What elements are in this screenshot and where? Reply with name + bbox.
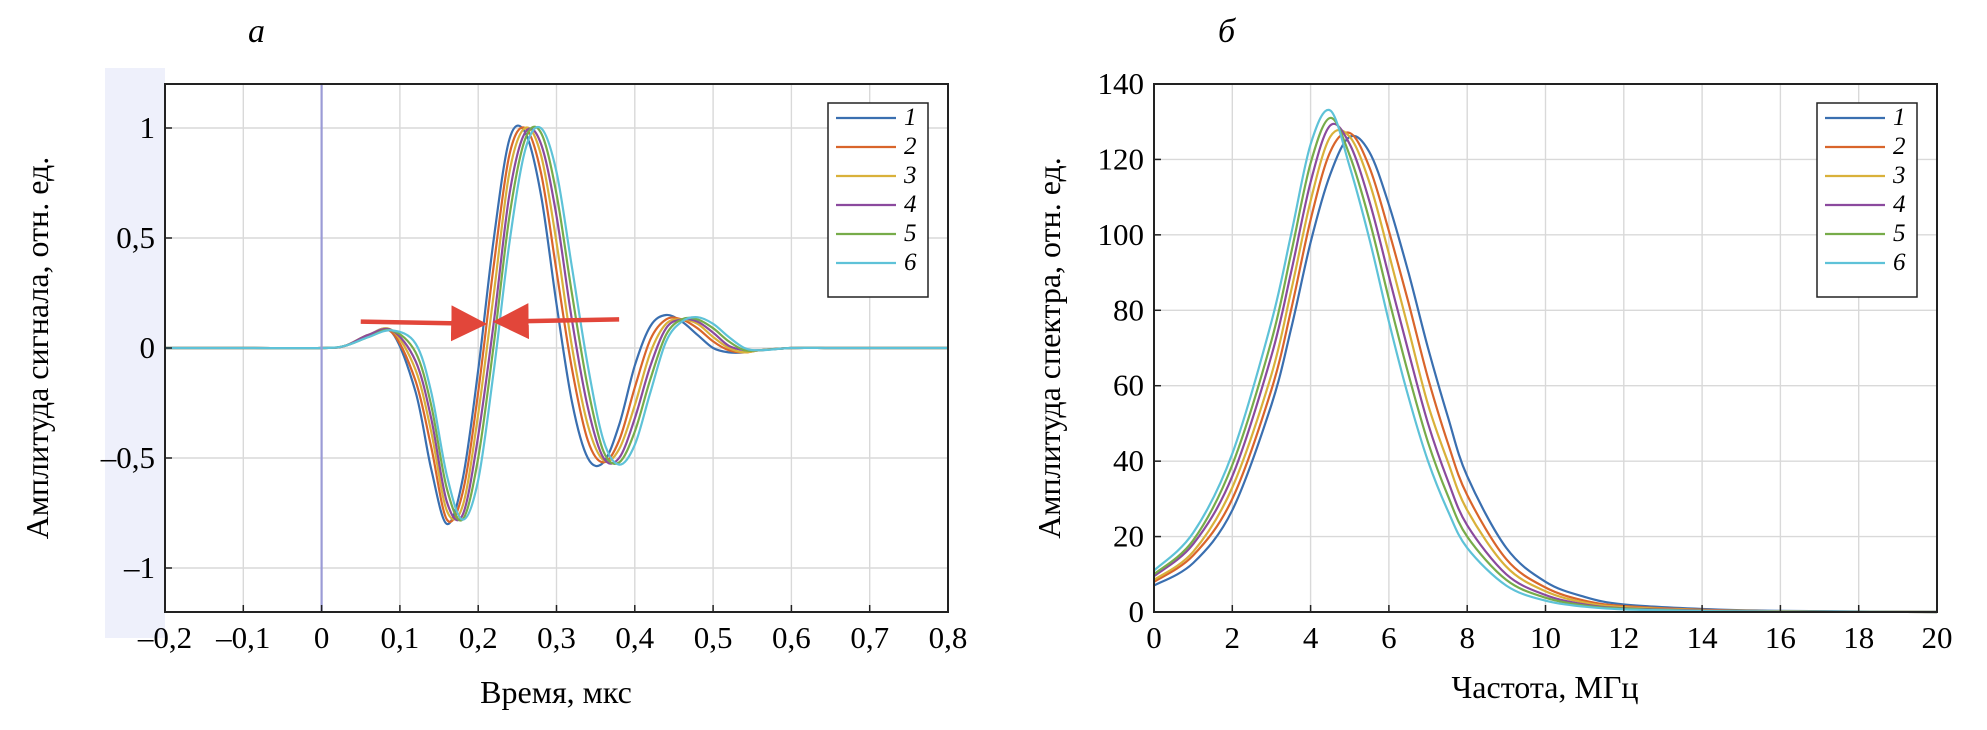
panel-a-annotations — [320, 84, 620, 612]
legend-label: 6 — [1893, 249, 1906, 276]
series-line-6 — [165, 126, 948, 521]
y-tick-label: 120 — [1098, 141, 1145, 176]
legend-label: 2 — [904, 133, 917, 160]
y-tick-label: 100 — [1098, 217, 1145, 252]
x-tick-label: 8 — [1459, 620, 1475, 655]
x-tick-label: 6 — [1381, 620, 1397, 655]
red-arrow — [360, 305, 488, 342]
x-tick-label: 0 — [1146, 620, 1162, 655]
x-tick-label: 2 — [1225, 620, 1241, 655]
shaded-margin — [105, 68, 165, 638]
legend-label: 2 — [1893, 133, 1906, 160]
y-tick-label: 0 — [1129, 594, 1145, 629]
panel-b-letter: б — [1218, 13, 1237, 50]
y-tick-label: 60 — [1113, 368, 1144, 403]
y-tick-label: 0 — [140, 330, 156, 365]
x-tick-label: 0,4 — [615, 620, 654, 655]
x-tick-label: 10 — [1530, 620, 1561, 655]
x-tick-label: –0,1 — [215, 620, 270, 655]
panel-a-curves — [165, 124, 948, 526]
x-tick-label: 0,2 — [459, 620, 498, 655]
panel-a-ylabel: Амплитуда сигнала, отн. ед. — [19, 157, 55, 540]
series-line-1 — [1153, 134, 1938, 614]
legend-label: 4 — [1893, 191, 1906, 218]
x-tick-label: 14 — [1687, 620, 1719, 655]
legend-label: 6 — [904, 249, 917, 276]
y-tick-label: 1 — [140, 110, 156, 145]
y-tick-label: –0,5 — [100, 440, 155, 475]
legend-label: 1 — [904, 104, 917, 131]
x-tick-label: 0,1 — [381, 620, 420, 655]
panel-b-yticks: 0 20 40 60 80 100 120 140 — [1098, 66, 1161, 629]
legend-label: 5 — [904, 220, 917, 247]
y-tick-label: 20 — [1113, 519, 1144, 554]
legend-label: 3 — [903, 162, 917, 189]
y-tick-label: –1 — [123, 550, 155, 585]
series-line-3 — [165, 126, 948, 521]
y-tick-label: 140 — [1098, 66, 1145, 101]
series-line-5 — [165, 125, 948, 522]
series-line-4 — [165, 127, 948, 522]
legend-label: 3 — [1892, 162, 1906, 189]
x-tick-label: 0,7 — [850, 620, 889, 655]
legend-box — [827, 102, 929, 298]
legend-box — [1816, 102, 1918, 298]
x-tick-label: 16 — [1765, 620, 1796, 655]
panel-b-ylabel: Амплитуда спектра, отн. ед. — [1031, 157, 1067, 539]
x-tick-label: 0,5 — [694, 620, 733, 655]
legend-label: 5 — [1893, 220, 1906, 247]
x-tick-label: 18 — [1843, 620, 1874, 655]
panel-a-time-signal: а –0,2 –0,1 0 0,1 0,2 0,3 0,4 0,5 0,6 0,7 0,8 –1 –0… — [19, 13, 967, 710]
x-tick-label: 0,8 — [929, 620, 968, 655]
x-tick-label: 12 — [1608, 620, 1639, 655]
panel-a-yticks: –1 –0,5 0 0,5 1 — [100, 110, 172, 585]
panel-b-xticks: 0 2 4 6 8 10 12 14 16 18 20 — [1146, 605, 1953, 655]
red-arrow — [492, 303, 620, 340]
series-line-2 — [165, 126, 948, 523]
x-tick-label: 20 — [1922, 620, 1953, 655]
x-tick-label: 0 — [314, 620, 330, 655]
legend-label: 1 — [1893, 104, 1906, 131]
panel-a-xticks: –0,2 –0,1 0 0,1 0,2 0,3 0,4 0,5 0,6 0,7 0,8 — [137, 605, 968, 655]
x-tick-label: 0,6 — [772, 620, 811, 655]
y-tick-label: 40 — [1113, 443, 1144, 478]
panel-b-xlabel: Частота, МГц — [1452, 669, 1639, 705]
panel-a-letter: а — [248, 13, 265, 50]
x-tick-label: 4 — [1303, 620, 1319, 655]
x-tick-label: 0,3 — [537, 620, 576, 655]
y-tick-label: 0,5 — [116, 220, 155, 255]
legend-label: 4 — [904, 191, 917, 218]
x-tick-label: –0,2 — [137, 620, 192, 655]
panel-a-xlabel: Время, мкс — [480, 674, 632, 710]
y-tick-label: 80 — [1113, 292, 1144, 327]
